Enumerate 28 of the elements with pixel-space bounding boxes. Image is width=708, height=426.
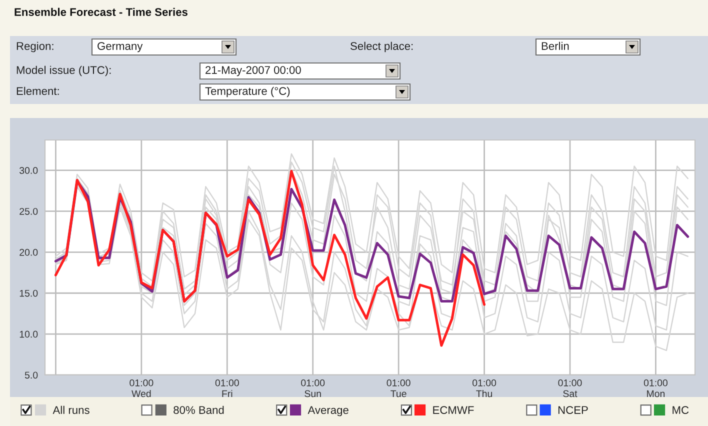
legend-label: 80% Band [174, 406, 224, 414]
legend-label: All runs [52, 406, 90, 414]
text: Element: [16, 86, 59, 95]
x-tick-label: 01:00 Thu [472, 379, 496, 398]
y-tick-label: 25.0 [20, 208, 38, 215]
x-tick-label: 01:00 Fri [215, 379, 239, 398]
x-tick-label: 01:00 Sat [558, 379, 582, 398]
y-tick-label: 10.0 [20, 330, 38, 338]
x-tick-label: 01:00 Mon [644, 379, 668, 398]
text: Berlin [542, 42, 569, 50]
x-tick-label: 01:00 Sun [301, 379, 325, 398]
legend-label: ECMWF [433, 406, 474, 414]
y-tick-label: 20.0 [20, 248, 38, 256]
y-tick-label: 5.0 [24, 372, 38, 379]
text: 21-May-2007 00:00 [206, 66, 301, 76]
legend-label: Average [308, 406, 348, 416]
x-tick-label: 01:00 Tue [386, 379, 410, 398]
legend-label: NCEP [558, 406, 588, 414]
y-tick-label: 15.0 [20, 290, 38, 297]
y-tick-label: 30.0 [20, 167, 38, 174]
chart-title: Ensemble Forecast - Time Series [14, 8, 188, 16]
text: Model issue (UTC): [16, 66, 111, 76]
text: Temperature (°C) [205, 86, 290, 98]
text: Select place: [350, 42, 413, 52]
x-tick-label: 01:00 Wed [130, 379, 154, 398]
text: Region: [16, 42, 54, 52]
text: Germany [98, 42, 143, 52]
legend-label: MC [672, 406, 689, 414]
